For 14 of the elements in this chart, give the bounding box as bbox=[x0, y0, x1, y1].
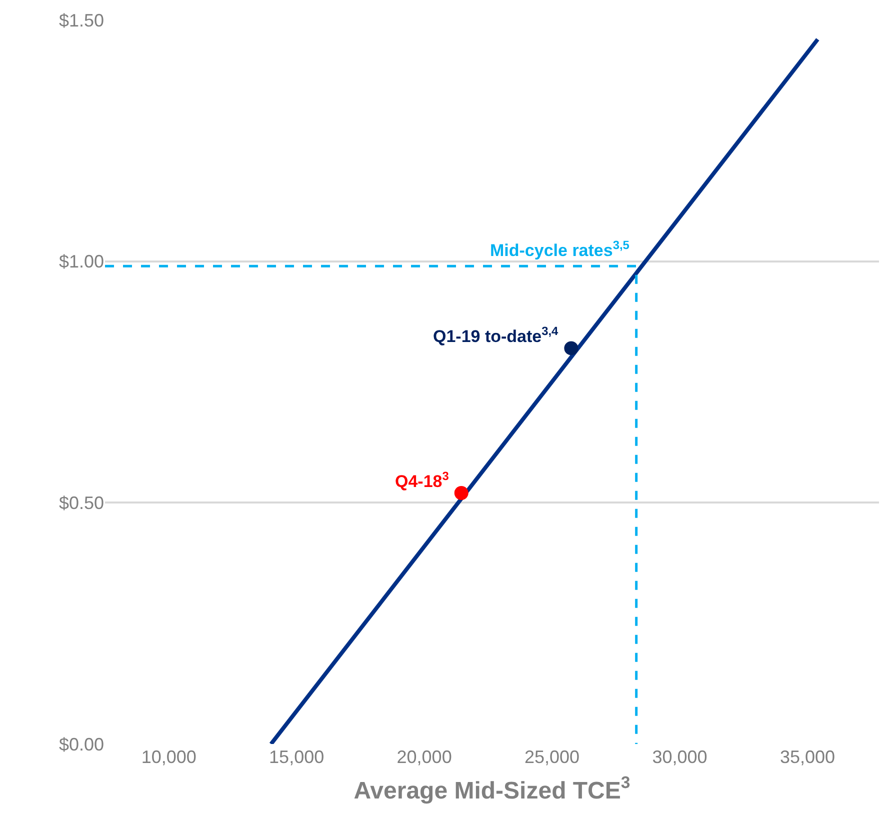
series-label: Q4-18$^{3}$ bbox=[395, 469, 450, 492]
x-tick-label: 25,000 bbox=[524, 747, 580, 767]
x-axis-title: Average Mid-Sized TCE$^{3}$ bbox=[354, 773, 630, 804]
y-tick-label: $0.50 bbox=[58, 492, 104, 513]
y-tick-label: $1.00 bbox=[58, 252, 104, 272]
y-tick-label: $1.50 bbox=[58, 10, 104, 30]
x-tick-label: 10,000 bbox=[141, 747, 196, 767]
series-label: Mid-cycle rates$^{3,5}$ bbox=[490, 238, 630, 260]
y-tick-label: $0.00 bbox=[58, 734, 104, 754]
x-tick-label: 30,000 bbox=[652, 747, 708, 767]
series-label: Q1-19 to-date$^{3,4}$ bbox=[433, 324, 559, 346]
x-tick-label: 35,000 bbox=[780, 747, 836, 767]
x-tick-label: 15,000 bbox=[269, 747, 324, 767]
x-tick-label: 20,000 bbox=[396, 747, 452, 767]
